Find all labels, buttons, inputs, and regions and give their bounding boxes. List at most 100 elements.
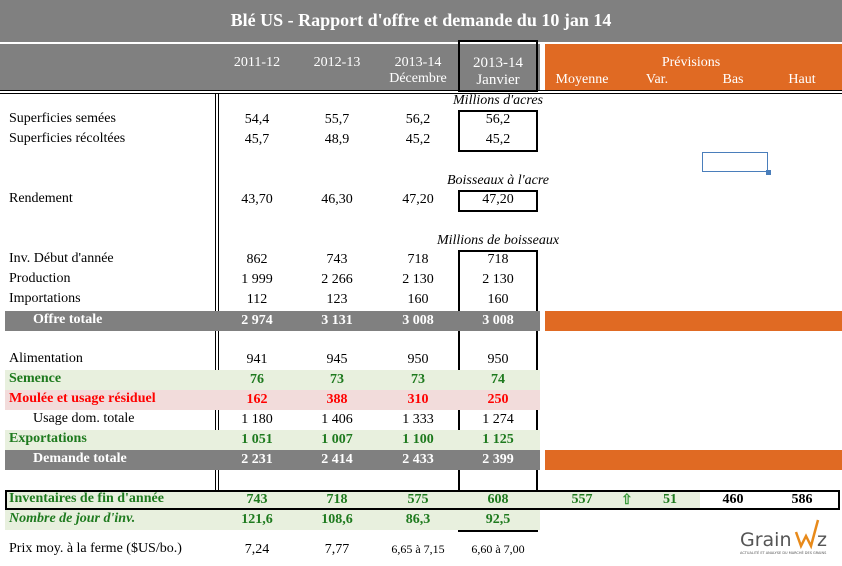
cell-value[interactable]: 55,7	[324, 112, 350, 127]
cell-value[interactable]: 2 399	[482, 452, 514, 467]
row-label: Prix moy. à la ferme ($US/bo.)	[9, 541, 182, 556]
cell-value[interactable]: 121,6	[241, 512, 273, 527]
cell-value[interactable]: 7,77	[324, 542, 350, 557]
cell-value[interactable]: 108,6	[321, 512, 353, 527]
cell-value[interactable]: 250	[487, 392, 509, 407]
cell-value[interactable]: 1 051	[241, 432, 273, 447]
cell-value[interactable]: 86,3	[405, 512, 431, 527]
fill-handle[interactable]	[766, 170, 771, 175]
cell-value[interactable]: 56,2	[405, 112, 431, 127]
cell-value[interactable]: 47,20	[402, 192, 434, 207]
cell-value[interactable]: 950	[487, 352, 509, 367]
cell-value[interactable]: 162	[246, 392, 268, 407]
forecast-haut-header: Haut	[788, 72, 816, 87]
row-label: Rendement	[9, 191, 73, 206]
cell-value[interactable]: 2 974	[241, 313, 273, 328]
col-header-2011-12: 2011-12	[233, 55, 281, 70]
cell-value[interactable]: 160	[407, 292, 429, 307]
row-label: Inventaires de fin d'année	[9, 491, 164, 506]
cell-value[interactable]: 74	[491, 372, 505, 387]
cell-value[interactable]: 2 266	[321, 272, 353, 287]
cell-value[interactable]: 7,24	[244, 542, 270, 557]
cell-value[interactable]: 862	[246, 252, 268, 267]
cell-value[interactable]: 1 274	[482, 412, 514, 427]
cell-value[interactable]: 6,65 à 7,15	[391, 542, 445, 556]
selected-cell[interactable]	[702, 152, 768, 172]
cell-value[interactable]: 3 131	[321, 313, 353, 328]
table-row: Moulée et usage résiduel 162 388 310 250	[0, 390, 842, 410]
cell-value[interactable]: 1 007	[321, 432, 353, 447]
report-title: Blé US - Rapport d'offre et demande du 1…	[0, 0, 842, 42]
unit-bushels: Millions de boisseaux	[436, 233, 560, 248]
cell-value[interactable]: 945	[326, 352, 348, 367]
cell-value[interactable]: 2 231	[241, 452, 273, 467]
cell-value[interactable]: 941	[246, 352, 268, 367]
cell-value[interactable]: 2 433	[402, 452, 434, 467]
forecast-haut[interactable]: 586	[791, 492, 813, 507]
cell-value[interactable]: 123	[326, 292, 348, 307]
cell-value[interactable]: 743	[246, 492, 268, 507]
cell-value[interactable]: 6,60 à 7,00	[471, 542, 525, 556]
cell-value[interactable]: 1 406	[321, 412, 353, 427]
cell-value[interactable]: 3 008	[402, 313, 434, 328]
unit-bushels-per-acre: Boisseaux à l'acre	[446, 173, 549, 188]
forecast-header-band	[545, 44, 842, 90]
col-header-december: Décembre	[389, 71, 447, 86]
row-background	[5, 370, 540, 390]
table-row: Superficies récoltées 45,7 48,9 45,2 45,2	[0, 130, 842, 150]
cell-value[interactable]: 2 414	[321, 452, 353, 467]
cell-value[interactable]: 1 100	[402, 432, 434, 447]
cell-value[interactable]: 608	[487, 492, 509, 507]
cell-value[interactable]: 718	[326, 492, 348, 507]
cell-value[interactable]: 3 008	[482, 313, 514, 328]
highlight-box	[5, 490, 840, 510]
row-label: Nombre de jour d'inv.	[9, 511, 136, 526]
cell-value[interactable]: 1 333	[402, 412, 434, 427]
cell-value[interactable]: 112	[246, 292, 268, 307]
cell-value[interactable]: 48,9	[324, 132, 350, 147]
cell-value[interactable]: 73	[330, 372, 344, 387]
cell-value[interactable]: 950	[407, 352, 429, 367]
cell-value[interactable]: 45,2	[405, 132, 431, 147]
forecast-bas-header: Bas	[722, 72, 744, 87]
row-label: Usage dom. totale	[33, 411, 135, 426]
forecast-var[interactable]: 51	[663, 492, 677, 507]
cell-value[interactable]: 56,2	[485, 112, 511, 127]
cell-value[interactable]: 54,4	[244, 112, 270, 127]
row-label: Demande totale	[33, 451, 127, 466]
forecast-bas[interactable]: 460	[722, 492, 744, 507]
cell-value[interactable]: 1 125	[482, 432, 514, 447]
january-header-box	[458, 40, 538, 92]
table-row: Alimentation 941 945 950 950	[0, 350, 842, 370]
yield-box	[458, 190, 538, 212]
cell-value[interactable]: 575	[407, 492, 429, 507]
cell-value[interactable]: 388	[326, 392, 348, 407]
cell-value[interactable]: 43,70	[241, 192, 273, 207]
cell-value[interactable]: 45,2	[485, 132, 511, 147]
cell-value[interactable]: 310	[407, 392, 429, 407]
cell-value[interactable]: 2 130	[482, 272, 514, 287]
row-label: Alimentation	[9, 351, 83, 366]
cell-value[interactable]: 76	[250, 372, 264, 387]
row-label: Semence	[9, 371, 62, 386]
cell-value[interactable]: 46,30	[321, 192, 353, 207]
cell-value[interactable]: 47,20	[482, 192, 514, 207]
cell-value[interactable]: 1 180	[241, 412, 273, 427]
cell-value[interactable]: 718	[407, 252, 429, 267]
row-label: Offre totale	[33, 312, 103, 327]
cell-value[interactable]: 45,7	[244, 132, 270, 147]
cell-value[interactable]: 743	[326, 252, 348, 267]
cell-value[interactable]: 160	[487, 292, 509, 307]
cell-value[interactable]: 92,5	[485, 512, 511, 527]
cell-value[interactable]: 73	[411, 372, 425, 387]
row-label: Superficies récoltées	[9, 131, 126, 146]
cell-value[interactable]: 718	[487, 252, 509, 267]
table-row: Offre totale 2 974 3 131 3 008 3 008	[0, 311, 842, 331]
row-background	[5, 450, 540, 470]
table-row: Importations 112 123 160 160	[0, 290, 842, 310]
cell-value[interactable]: 1 999	[241, 272, 273, 287]
grainwiz-logo: Grain z ACTUALITÉ ET ANALYSE DU MARCHÉ D…	[738, 512, 833, 557]
table-row: Inventaires de fin d'année 743 718 575 608 55…	[0, 490, 842, 510]
forecast-moyenne[interactable]: 557	[571, 492, 593, 507]
cell-value[interactable]: 2 130	[402, 272, 434, 287]
